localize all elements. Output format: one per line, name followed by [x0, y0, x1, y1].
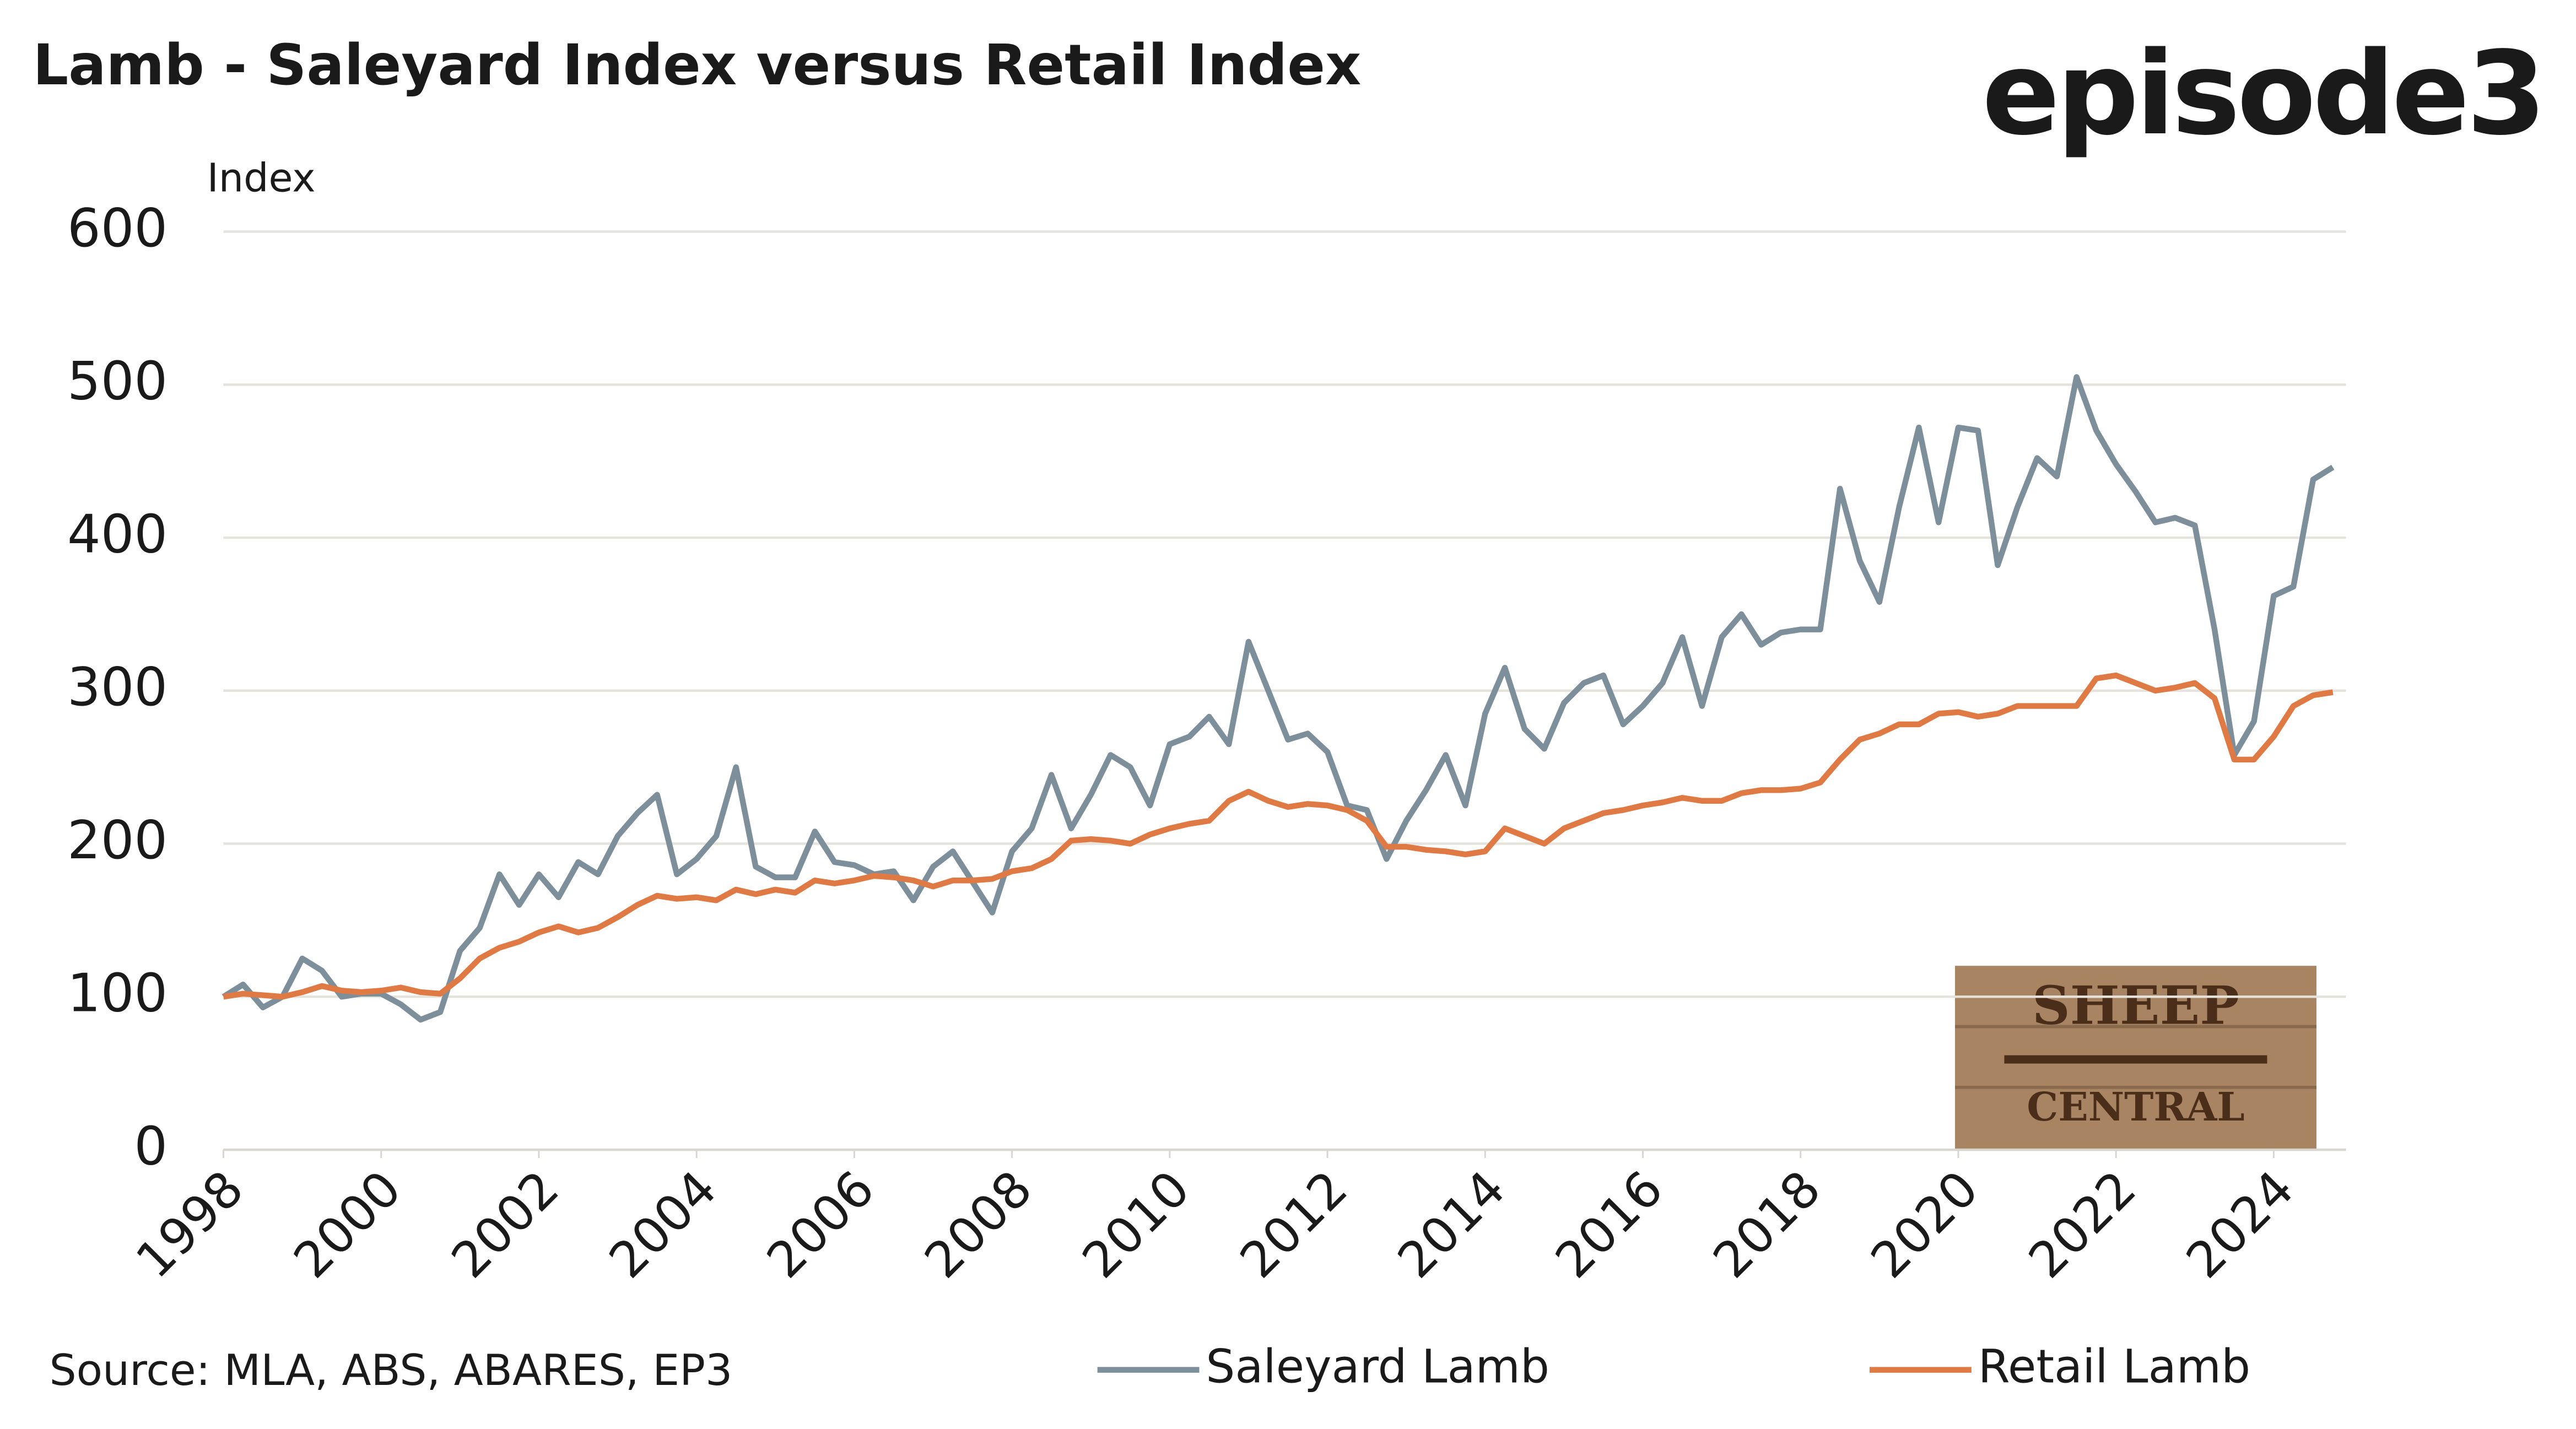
- brand-logo: episode3: [1982, 27, 2543, 161]
- x-tick-label: 2018: [1703, 1160, 1832, 1289]
- x-tick-label: 2020: [1860, 1160, 1989, 1289]
- x-tick-label: 2012: [1229, 1160, 1358, 1289]
- y-tick-label: 500: [67, 351, 168, 412]
- x-tick-label: 2010: [1072, 1160, 1201, 1289]
- y-tick-label: 100: [67, 963, 168, 1024]
- y-tick-label: 0: [134, 1116, 168, 1177]
- x-tick-label: 2016: [1545, 1160, 1674, 1289]
- x-tick-label: 2014: [1387, 1160, 1516, 1289]
- x-tick-label: 1998: [126, 1160, 255, 1289]
- source-note: Source: MLA, ABS, ABARES, EP3: [49, 1346, 732, 1395]
- y-tick-label: 600: [67, 198, 168, 259]
- x-tick-label: 2008: [914, 1160, 1043, 1289]
- chart-title: Lamb - Saleyard Index versus Retail Inde…: [33, 33, 1362, 98]
- x-tick-label: 2022: [2018, 1160, 2147, 1289]
- badge: SHEEP CENTRAL: [1954, 966, 2316, 1150]
- legend-label: Saleyard Lamb: [1206, 1340, 1549, 1394]
- x-tick-label: 2024: [2176, 1160, 2305, 1289]
- y-tick-label: 200: [67, 810, 168, 871]
- x-tick-label: 2000: [283, 1160, 412, 1289]
- badge-text: CENTRAL: [2027, 1084, 2244, 1130]
- x-tick-label: 2006: [757, 1160, 885, 1289]
- y-axis-label: Index: [207, 155, 316, 201]
- x-tick-label: 2004: [598, 1160, 727, 1289]
- y-tick-label: 400: [67, 504, 168, 565]
- x-tick-label: 2002: [441, 1160, 570, 1289]
- y-tick-label: 300: [67, 657, 168, 718]
- series-line: [223, 672, 2334, 1000]
- badge-text: SHEEP: [2032, 975, 2239, 1036]
- legend-label: Retail Lamb: [1978, 1340, 2250, 1394]
- series-line: [222, 374, 2335, 1023]
